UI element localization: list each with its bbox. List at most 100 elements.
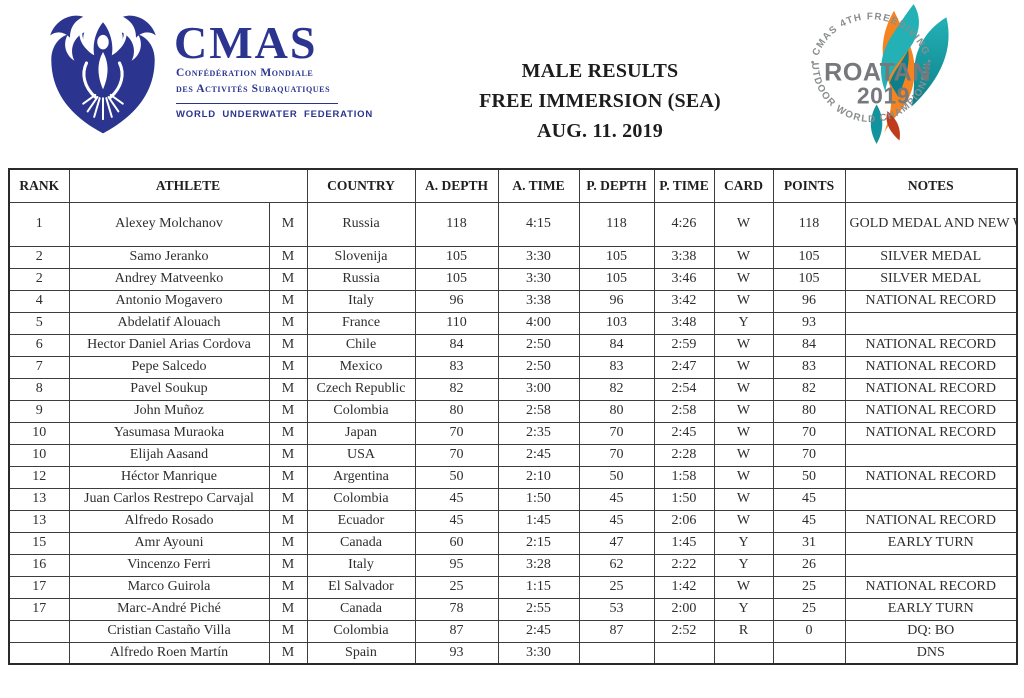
result-row: 6 Hector Daniel Arias Cordova M Chile 84… [8,333,1018,357]
notes-cell: EARLY TURN [844,531,1018,555]
performed-time-cell: 2:06 [653,509,715,533]
gender-cell: M [268,333,308,357]
announced-depth-cell: 70 [414,421,499,445]
announced-depth-cell: 45 [414,487,499,511]
ribbon-teal-upper-icon [880,4,919,92]
announced-depth-cell: 110 [414,311,499,335]
title-line-2: FREE IMMERSION (SEA) [479,90,721,112]
announced-depth-cell: 118 [414,201,499,247]
announced-time-cell: 1:15 [497,575,580,599]
performed-depth-cell: 70 [578,421,655,445]
performed-depth-cell: 87 [578,619,655,643]
gender-cell: M [268,311,308,335]
athlete-cell: Juan Carlos Restrepo Carvajal [68,487,270,511]
rank-cell: 10 [8,421,70,445]
performed-time-cell: 4:26 [653,201,715,247]
country-cell: Russia [306,201,416,247]
gender-cell: M [268,531,308,555]
points-cell: 0 [772,619,846,643]
results-table: RANK ATHLETE COUNTRY A. DEPTH A. TIME P.… [8,168,1018,665]
country-cell: USA [306,443,416,467]
cmas-subtitle-line1: Confédération Mondiale [176,67,314,79]
announced-depth-cell: 60 [414,531,499,555]
ribbon-dark-cross-icon [889,50,909,97]
col-header-p-depth: P. DEPTH [578,168,655,203]
result-row: 7 Pepe Salcedo M Mexico 83 2:50 83 2:47 … [8,355,1018,379]
points-cell: 105 [772,245,846,269]
gender-cell: M [268,267,308,291]
announced-time-cell: 3:28 [497,553,580,577]
result-row: 5 Abdelatif Alouach M France 110 4:00 10… [8,311,1018,335]
gender-cell: M [268,377,308,401]
notes-cell: NATIONAL RECORD [844,289,1018,313]
card-cell: W [713,465,774,489]
cmas-emblem-icon [50,15,156,134]
result-row: 10 Elijah Aasand M USA 70 2:45 70 2:28 W… [8,443,1018,467]
athlete-cell: Elijah Aasand [68,443,270,467]
performed-time-cell: 1:58 [653,465,715,489]
card-cell: W [713,575,774,599]
announced-time-cell: 2:10 [497,465,580,489]
athlete-cell: Marc-André Piché [68,597,270,621]
card-cell: Y [713,597,774,621]
announced-depth-cell: 78 [414,597,499,621]
roatan-2019-logo: • CMAS 4TH FREEDIVING • OUTDOOR WORLD CH… [796,2,949,144]
col-header-card: CARD [713,168,774,203]
announced-time-cell: 2:35 [497,421,580,445]
points-cell: 84 [772,333,846,357]
rank-cell: 7 [8,355,70,379]
performed-time-cell: 1:42 [653,575,715,599]
rank-cell: 17 [8,575,70,599]
announced-depth-cell: 96 [414,289,499,313]
performed-time-cell: 2:00 [653,597,715,621]
performed-depth-cell: 105 [578,245,655,269]
country-cell: Mexico [306,355,416,379]
country-cell: Colombia [306,399,416,423]
performed-depth-cell: 83 [578,355,655,379]
athlete-cell: Alexey Molchanov [68,201,270,247]
rank-cell: 5 [8,311,70,335]
announced-time-cell: 1:45 [497,509,580,533]
rank-cell [8,619,70,643]
notes-cell: NATIONAL RECORD [844,421,1018,445]
performed-depth-cell: 53 [578,597,655,621]
announced-time-cell: 3:30 [497,267,580,291]
country-cell: Czech Republic [306,377,416,401]
announced-depth-cell: 105 [414,267,499,291]
rank-cell: 10 [8,443,70,467]
notes-cell: NATIONAL RECORD [844,333,1018,357]
rank-cell [8,641,70,665]
title-line-1: MALE RESULTS [521,60,679,82]
athlete-cell: Vincenzo Ferri [68,553,270,577]
country-cell: Russia [306,267,416,291]
masthead: CMAS Confédération Mondiale des Activité… [0,0,1024,164]
gender-cell: M [268,575,308,599]
performed-depth-cell: 103 [578,311,655,335]
card-cell: W [713,487,774,511]
points-cell: 105 [772,267,846,291]
announced-depth-cell: 93 [414,641,499,665]
performed-time-cell: 1:45 [653,531,715,555]
notes-cell: SILVER MEDAL [844,267,1018,291]
notes-cell [844,487,1018,511]
title-line-3: AUG. 11. 2019 [537,120,663,142]
notes-cell: NATIONAL RECORD [844,355,1018,379]
announced-time-cell: 2:55 [497,597,580,621]
result-row: Cristian Castaño Villa M Colombia 87 2:4… [8,619,1018,643]
points-cell: 25 [772,575,846,599]
country-cell: Colombia [306,487,416,511]
cmas-logo: CMAS Confédération Mondiale des Activité… [36,8,373,140]
gender-cell: M [268,509,308,533]
gender-cell: M [268,465,308,489]
rank-cell: 2 [8,267,70,291]
athlete-cell: Alfredo Rosado [68,509,270,533]
notes-cell [844,553,1018,577]
performed-depth-cell: 70 [578,443,655,467]
points-cell: 50 [772,465,846,489]
athlete-cell: Samo Jeranko [68,245,270,269]
athlete-cell: Pepe Salcedo [68,355,270,379]
announced-depth-cell: 25 [414,575,499,599]
badge-roatan-text: ROATAN [824,59,931,87]
rank-cell: 16 [8,553,70,577]
result-row: 12 Héctor Manrique M Argentina 50 2:10 5… [8,465,1018,489]
